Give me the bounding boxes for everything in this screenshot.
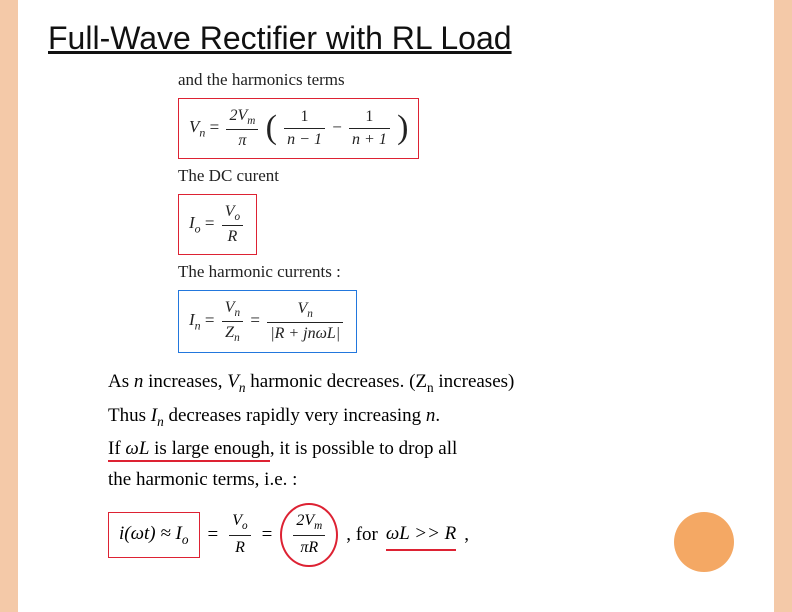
equals: = — [210, 117, 224, 136]
in-equation-box: In = Vn Zn = Vn |R + jnωL| — [178, 290, 357, 354]
in-frac1: Vn Zn — [222, 297, 243, 347]
harmonic-currents-label: The harmonic currents : — [178, 261, 744, 284]
explain-row-1: As n increases, Vn harmonic decreases. (… — [108, 367, 744, 398]
final-condition: ωL >> R — [386, 519, 456, 551]
vn-frac-coeff: 2Vm π — [226, 105, 258, 152]
decorative-circle — [674, 512, 734, 572]
in-frac2: Vn |R + jnωL| — [267, 298, 343, 345]
in-lhs: In — [189, 310, 201, 329]
vn-frac2: 1 n + 1 — [349, 106, 390, 150]
final-equation-row: i(ωt) ≈ Io = Vo R = 2Vm πR , for ωL >> R… — [108, 503, 744, 567]
slide-container: Full-Wave Rectifier with RL Load and the… — [0, 0, 792, 612]
io-frac: Vo R — [222, 201, 243, 248]
explain-row-2: Thus In decreases rapidly very increasin… — [108, 401, 744, 432]
final-tail: , for — [346, 520, 378, 549]
io-lhs: Io — [189, 213, 201, 232]
vn-equation-box: Vn = 2Vm π ( 1 n − 1 − 1 n + 1 ) — [178, 98, 419, 159]
final-lhs-box: i(ωt) ≈ Io — [108, 512, 200, 557]
minus: − — [332, 117, 346, 136]
underline-condition: If ωL is large enough — [108, 438, 270, 462]
dc-current-label: The DC curent — [178, 165, 744, 188]
vn-lhs: Vn — [189, 117, 205, 136]
paren-left: ( — [266, 111, 277, 145]
explain-row-4: the harmonic terms, i.e. : — [108, 465, 744, 494]
io-equation-box: Io = Vo R — [178, 194, 257, 255]
vn-frac1: 1 n − 1 — [284, 106, 325, 150]
explain-row-3: If ωL is large enough, it is possible to… — [108, 434, 744, 463]
final-frac2-circle: 2Vm πR — [280, 503, 338, 567]
equals: = — [262, 520, 273, 549]
equals: = — [205, 310, 219, 329]
page-title: Full-Wave Rectifier with RL Load — [48, 20, 744, 57]
equations-block: and the harmonics terms Vn = 2Vm π ( 1 n… — [178, 69, 744, 357]
explanation-block: As n increases, Vn harmonic decreases. (… — [108, 367, 744, 567]
equals: = — [205, 213, 219, 232]
equals: = — [208, 520, 219, 549]
paren-right: ) — [397, 111, 408, 145]
equals: = — [250, 310, 264, 329]
final-frac1: Vo R — [229, 509, 250, 561]
harmonics-label: and the harmonics terms — [178, 69, 744, 92]
